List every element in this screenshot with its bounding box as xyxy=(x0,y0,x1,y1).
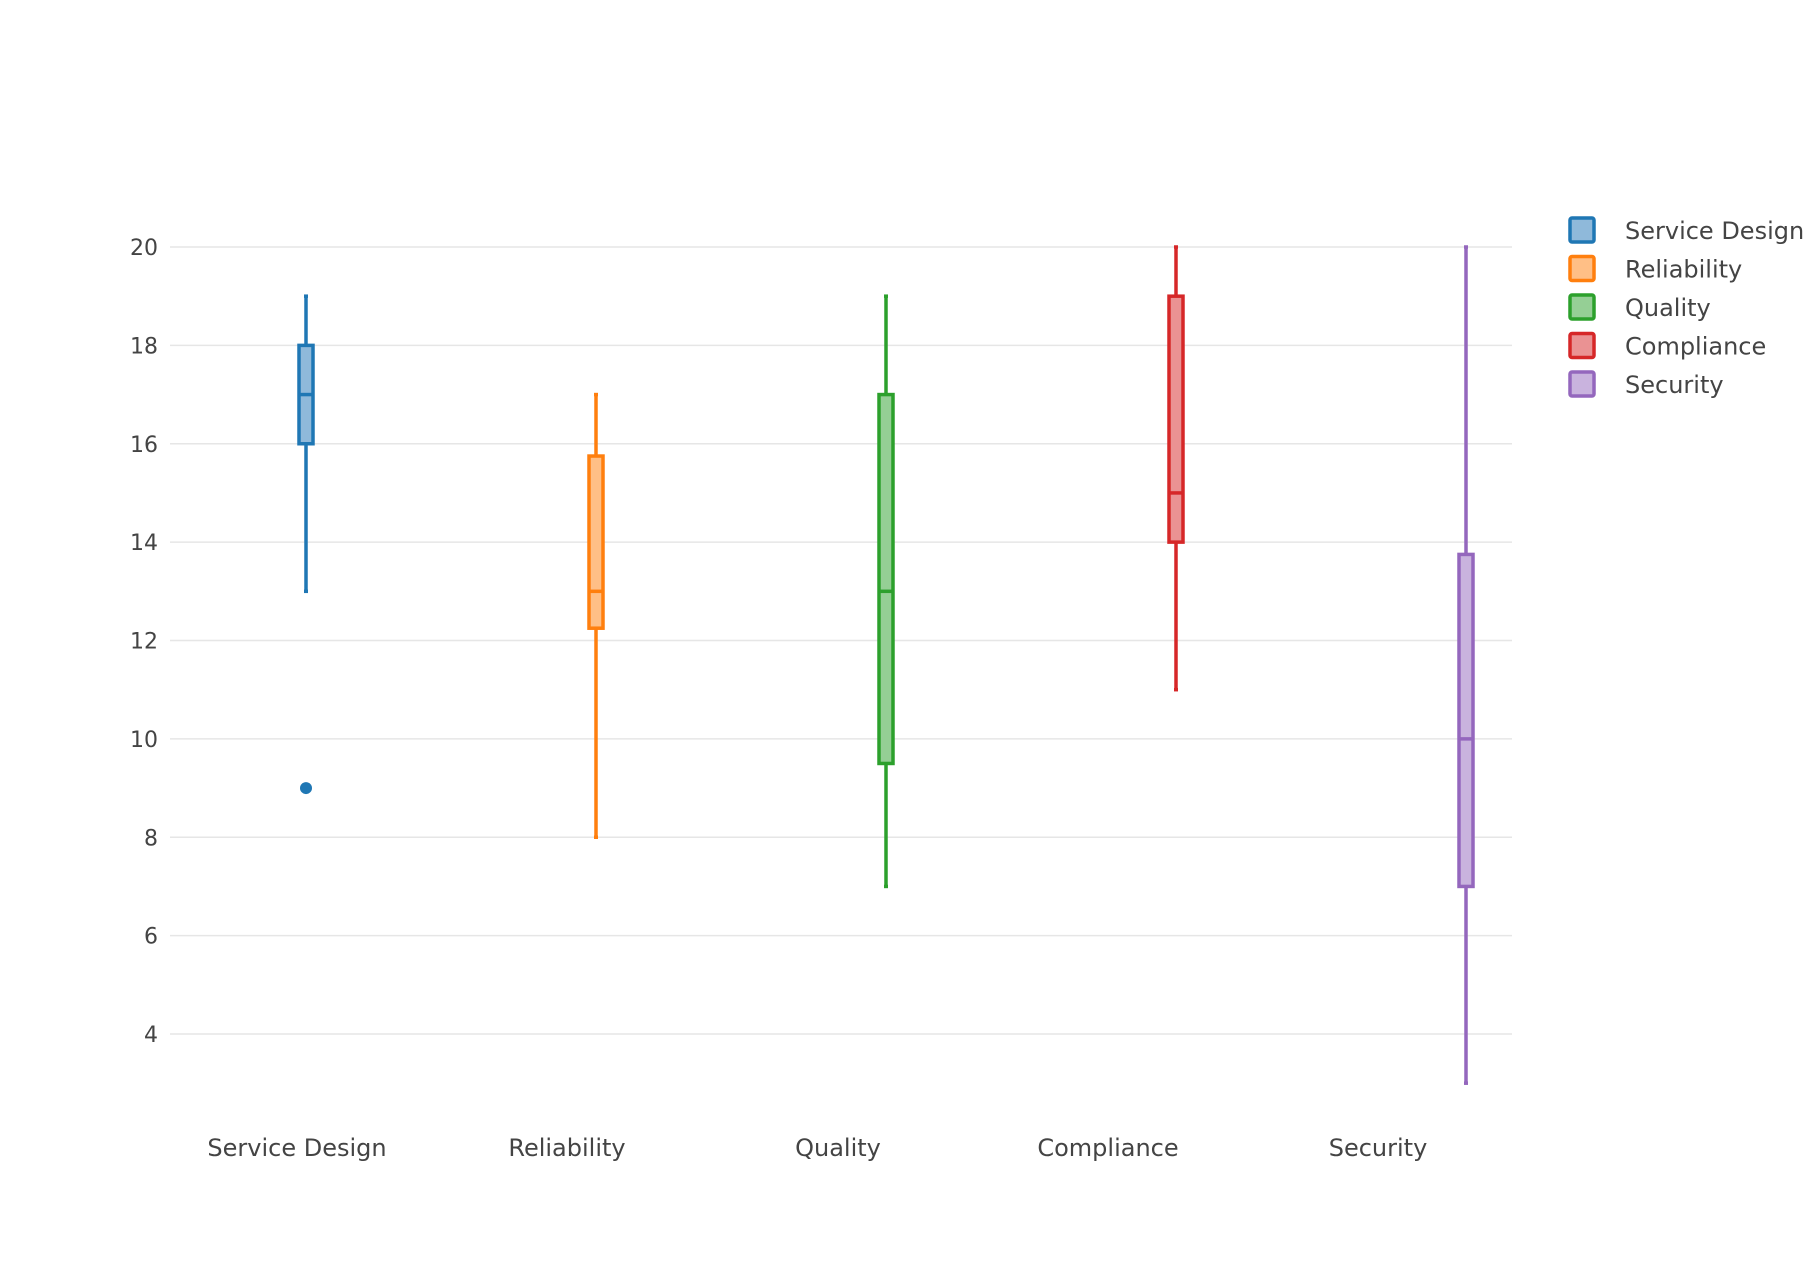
x-tick-label-quality: Quality xyxy=(795,1134,881,1162)
iqr-box-security xyxy=(1457,552,1475,889)
legend-swatch-service-design xyxy=(1568,216,1596,244)
legend-item-compliance[interactable]: Compliance xyxy=(1568,331,1766,361)
box-plot-series xyxy=(297,245,1475,1085)
y-tick-label-6: 6 xyxy=(144,925,158,950)
y-tick-label-10: 10 xyxy=(130,728,158,753)
legend-label-compliance: Compliance xyxy=(1625,333,1766,361)
legend-label-quality: Quality xyxy=(1625,294,1711,322)
x-tick-label-security: Security xyxy=(1329,1134,1428,1162)
box-compliance[interactable] xyxy=(1167,245,1185,692)
legend-swatch-quality xyxy=(1568,293,1596,321)
y-tick-label-8: 8 xyxy=(144,826,158,851)
iqr-box-compliance xyxy=(1167,294,1185,544)
legend-label-security: Security xyxy=(1625,371,1724,399)
legend-item-reliability[interactable]: Reliability xyxy=(1568,254,1742,284)
legend-swatch-reliability xyxy=(1568,254,1596,283)
legend-label-reliability: Reliability xyxy=(1625,256,1742,284)
box-service-design[interactable] xyxy=(297,294,315,795)
x-tick-label-compliance: Compliance xyxy=(1037,1134,1178,1162)
legend-item-quality[interactable]: Quality xyxy=(1568,293,1711,322)
box-reliability[interactable] xyxy=(587,392,605,839)
y-tick-label-14: 14 xyxy=(130,531,158,556)
x-tick-label-reliability: Reliability xyxy=(508,1134,625,1162)
iqr-box-reliability xyxy=(587,454,605,630)
outlier-point-service-design-0 xyxy=(300,782,312,795)
legend-label-service-design: Service Design xyxy=(1625,217,1804,245)
y-tick-label-12: 12 xyxy=(130,630,158,655)
legend[interactable]: Service Design Reliability Quality Complian… xyxy=(1568,216,1804,399)
box-quality[interactable] xyxy=(877,294,895,889)
legend-swatch-compliance xyxy=(1568,331,1596,360)
y-tick-label-18: 18 xyxy=(130,334,158,359)
y-tick-label-20: 20 xyxy=(130,236,158,261)
box-security[interactable] xyxy=(1457,245,1475,1085)
y-tick-label-4: 4 xyxy=(144,1023,158,1048)
legend-item-service-design[interactable]: Service Design xyxy=(1568,216,1804,245)
grid-lines xyxy=(170,246,1512,1035)
legend-swatch-security xyxy=(1568,370,1596,398)
y-tick-label-16: 16 xyxy=(130,433,158,458)
x-tick-label-service-design: Service Design xyxy=(207,1134,386,1162)
y-axis-tick-labels: 4 6 8 10 12 14 16 18 20 xyxy=(130,236,158,1048)
iqr-box-quality xyxy=(877,392,895,766)
legend-item-security[interactable]: Security xyxy=(1568,370,1724,399)
x-axis-tick-labels: Service Design Reliability Quality Complian… xyxy=(207,1134,1427,1162)
